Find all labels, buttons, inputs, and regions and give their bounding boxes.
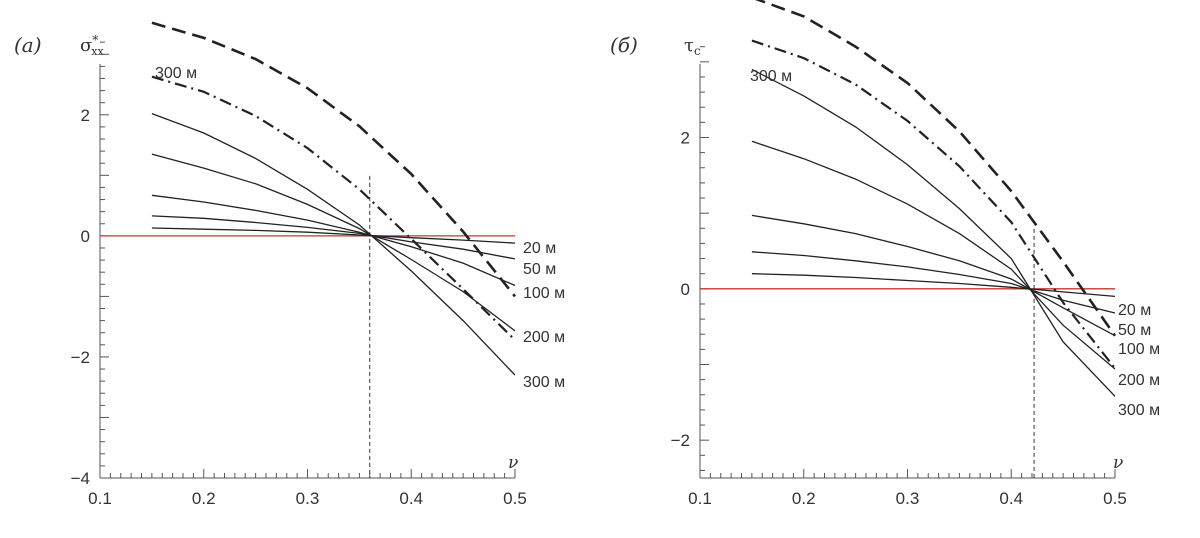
panel-label: (б) <box>610 33 638 57</box>
y-tick-label: −2 <box>71 348 90 367</box>
series-label: 200 м <box>523 329 565 346</box>
y-tick-label: 2 <box>81 106 90 125</box>
panel-label: (а) <box>14 33 42 57</box>
series-line-dashed-6 <box>151 21 517 298</box>
y-tick-label: 0 <box>81 227 90 246</box>
series-line-dashdot-5 <box>151 75 516 341</box>
series-line-solid-0 <box>751 273 1116 298</box>
series-line-solid-1 <box>151 215 516 260</box>
x-tick-label: 0.3 <box>896 489 920 508</box>
series-line-solid-3 <box>751 140 1116 370</box>
x-tick-label: 0.2 <box>192 489 216 508</box>
x-tick-label: 0.5 <box>1103 489 1127 508</box>
series-line-solid-4 <box>151 112 516 376</box>
series-line-solid-2 <box>751 214 1116 337</box>
series-label: 50 м <box>1118 322 1151 339</box>
y-tick-label: −2 <box>671 431 690 450</box>
series-label: 100 м <box>523 285 565 302</box>
chart-panel-a: (а) σ* xx 0.1 0.2 0.3 0.4 0.5 ν −4 −2 0 2 20 м 50 м 100… <box>14 21 565 508</box>
x-tick-label: 0.1 <box>688 489 712 508</box>
series-label-dashdot: 300 м <box>155 65 197 82</box>
y-axis-label: τc <box>684 35 701 58</box>
series-label-dashdot: 300 м <box>750 68 792 85</box>
x-tick-label: 0.4 <box>399 489 423 508</box>
series-line-dashdot-5 <box>751 39 1116 369</box>
chart-b-svg: (б) τc 0.1 0.2 0.3 0.4 0.5 ν −2 0 2 20 м 50 м 100 м 20… <box>610 0 1160 508</box>
y-tick-label: −4 <box>71 469 90 488</box>
x-axis-label: ν <box>508 453 518 473</box>
x-tick-label: 0.3 <box>296 489 320 508</box>
x-tick-label: 0.1 <box>88 489 112 508</box>
series-label: 20 м <box>1118 302 1151 319</box>
series-line-solid-4 <box>751 68 1116 397</box>
y-tick-label: 0 <box>681 280 690 299</box>
chart-panel-b: (б) τc 0.1 0.2 0.3 0.4 0.5 ν −2 0 2 20 м 50 м 100 м 20… <box>600 0 1200 538</box>
series-label: 300 м <box>523 374 565 391</box>
x-tick-label: 0.2 <box>792 489 816 508</box>
series-label: 300 м <box>1118 402 1160 419</box>
series-line-dashed-6 <box>754 0 1117 337</box>
series-label: 20 м <box>523 240 556 257</box>
series-line-solid-3 <box>151 153 516 332</box>
series-line-solid-2 <box>151 194 516 287</box>
series-label: 50 м <box>523 261 556 278</box>
x-axis-label: ν <box>1113 453 1123 473</box>
series-label: 200 м <box>1118 372 1160 389</box>
x-tick-label: 0.5 <box>503 489 527 508</box>
series-label: 100 м <box>1118 341 1160 358</box>
series-line-solid-1 <box>751 251 1116 314</box>
x-tick-label: 0.4 <box>999 489 1023 508</box>
series-line-solid-0 <box>151 227 516 244</box>
y-tick-label: 2 <box>681 129 690 148</box>
